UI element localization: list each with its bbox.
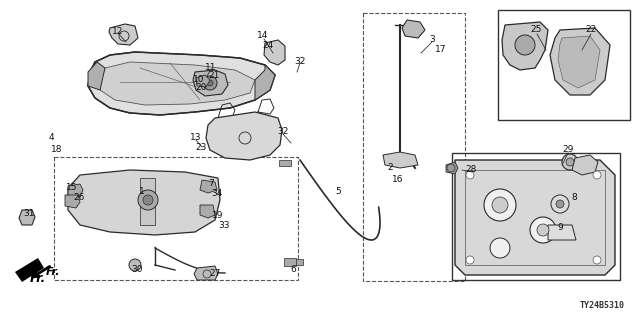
Text: 27: 27 xyxy=(209,268,221,277)
Text: 17: 17 xyxy=(435,45,447,54)
Text: 31: 31 xyxy=(23,209,35,218)
Text: TY24B5310: TY24B5310 xyxy=(580,301,625,310)
Text: 15: 15 xyxy=(67,183,77,193)
Circle shape xyxy=(129,259,141,271)
Text: 28: 28 xyxy=(465,165,477,174)
Text: 32: 32 xyxy=(277,127,289,137)
Polygon shape xyxy=(446,162,458,174)
Polygon shape xyxy=(88,62,105,90)
Text: 32: 32 xyxy=(294,57,306,66)
Text: Fr.: Fr. xyxy=(30,271,46,284)
Polygon shape xyxy=(572,155,598,175)
Polygon shape xyxy=(19,210,35,225)
Text: 30: 30 xyxy=(131,265,143,274)
Text: 29: 29 xyxy=(563,146,573,155)
Polygon shape xyxy=(68,170,220,235)
Text: 33: 33 xyxy=(218,221,230,230)
Polygon shape xyxy=(98,62,255,105)
Circle shape xyxy=(562,154,578,170)
Polygon shape xyxy=(15,258,44,282)
Polygon shape xyxy=(291,259,303,265)
Text: 6: 6 xyxy=(290,266,296,275)
Polygon shape xyxy=(502,22,548,70)
Polygon shape xyxy=(284,258,296,266)
Circle shape xyxy=(492,197,508,213)
Bar xyxy=(452,153,620,280)
Circle shape xyxy=(566,158,574,166)
Circle shape xyxy=(530,217,556,243)
Bar xyxy=(498,10,630,120)
Bar xyxy=(363,13,465,281)
Text: 12: 12 xyxy=(112,27,124,36)
Text: 21: 21 xyxy=(208,71,220,81)
Text: 4: 4 xyxy=(48,132,54,141)
Polygon shape xyxy=(68,184,83,197)
Polygon shape xyxy=(194,266,218,280)
Polygon shape xyxy=(88,52,275,115)
Text: 9: 9 xyxy=(557,223,563,233)
Polygon shape xyxy=(264,40,285,65)
Circle shape xyxy=(466,256,474,264)
Circle shape xyxy=(551,195,569,213)
Text: 1: 1 xyxy=(139,188,145,196)
Polygon shape xyxy=(279,160,291,166)
Polygon shape xyxy=(109,24,138,45)
Circle shape xyxy=(537,224,549,236)
Text: 26: 26 xyxy=(74,194,84,203)
Polygon shape xyxy=(548,225,576,240)
Text: 11: 11 xyxy=(205,62,217,71)
Polygon shape xyxy=(193,70,228,96)
Text: 18: 18 xyxy=(51,145,63,154)
Bar xyxy=(54,157,298,280)
Circle shape xyxy=(143,195,153,205)
Polygon shape xyxy=(558,36,600,88)
Circle shape xyxy=(466,171,474,179)
Text: 13: 13 xyxy=(190,133,202,142)
Circle shape xyxy=(556,200,564,208)
Text: 8: 8 xyxy=(571,194,577,203)
Text: Fr.: Fr. xyxy=(46,267,61,277)
Text: 3: 3 xyxy=(429,36,435,44)
Polygon shape xyxy=(200,205,215,218)
Text: 24: 24 xyxy=(262,42,274,51)
Polygon shape xyxy=(196,75,210,87)
Polygon shape xyxy=(550,28,610,95)
Text: 2: 2 xyxy=(387,164,393,172)
Polygon shape xyxy=(65,195,80,208)
Circle shape xyxy=(515,35,535,55)
Polygon shape xyxy=(206,112,282,160)
Circle shape xyxy=(207,80,213,86)
Circle shape xyxy=(593,171,601,179)
Circle shape xyxy=(138,190,158,210)
Circle shape xyxy=(593,256,601,264)
Circle shape xyxy=(484,189,516,221)
Text: 10: 10 xyxy=(193,75,205,84)
Polygon shape xyxy=(383,152,418,168)
Text: 19: 19 xyxy=(212,212,224,220)
Circle shape xyxy=(203,76,217,90)
Polygon shape xyxy=(255,65,275,100)
Bar xyxy=(465,170,605,265)
Text: 5: 5 xyxy=(335,188,341,196)
Text: 25: 25 xyxy=(531,26,541,35)
Text: 16: 16 xyxy=(392,174,404,183)
Text: 7: 7 xyxy=(208,179,214,188)
Text: 20: 20 xyxy=(195,84,207,92)
Text: 14: 14 xyxy=(257,31,269,41)
Polygon shape xyxy=(455,160,615,275)
Bar xyxy=(140,178,155,225)
Text: 34: 34 xyxy=(211,188,223,197)
Polygon shape xyxy=(200,180,217,193)
Text: 22: 22 xyxy=(586,26,596,35)
Circle shape xyxy=(490,238,510,258)
Polygon shape xyxy=(402,20,425,38)
Text: 23: 23 xyxy=(195,143,207,153)
